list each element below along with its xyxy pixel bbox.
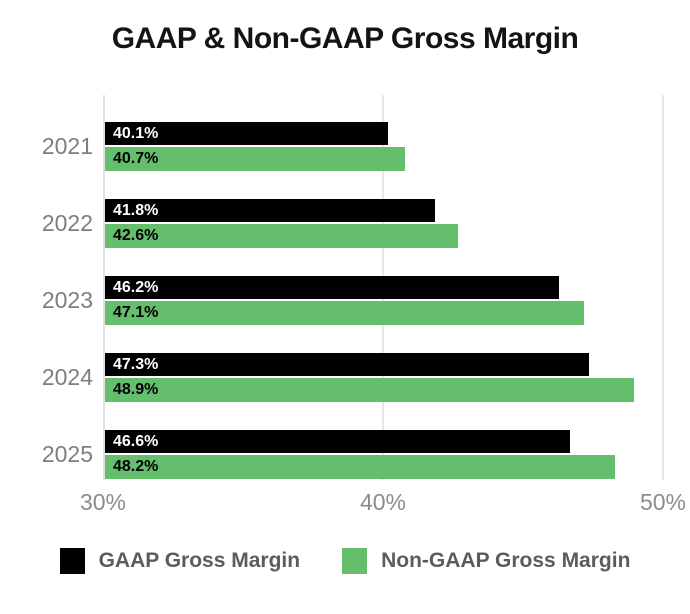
bar-value-label: 40.7% bbox=[113, 150, 159, 167]
legend-label-non-gaap: Non-GAAP Gross Margin bbox=[381, 549, 631, 572]
bar-value-label: 47.3% bbox=[113, 355, 159, 373]
bar-value-label: 48.9% bbox=[113, 381, 159, 398]
bar-2022-non-gaap: 42.6% bbox=[105, 224, 458, 248]
legend-label-gaap: GAAP Gross Margin bbox=[98, 549, 301, 572]
bar-2025-gaap: 46.6% bbox=[105, 430, 570, 453]
year-label-2024: 2024 bbox=[41, 364, 93, 390]
y-axis-line bbox=[103, 95, 105, 480]
non-gaap-swatch-icon bbox=[342, 548, 368, 574]
bar-2025-non-gaap: 48.2% bbox=[105, 455, 615, 479]
bar-value-label: 41.8% bbox=[113, 201, 159, 219]
bar-2023-gaap: 46.2% bbox=[105, 276, 559, 299]
chart-title: GAAP & Non-GAAP Gross Margin bbox=[111, 22, 579, 55]
legend-item-gaap: GAAP Gross Margin bbox=[59, 548, 301, 574]
bar-2021-gaap: 40.1% bbox=[105, 122, 388, 145]
bar-2024-gaap: 47.3% bbox=[105, 353, 590, 376]
x-axis-tick-label: 30% bbox=[79, 489, 127, 515]
bar-2021-non-gaap: 40.7% bbox=[105, 147, 405, 171]
bar-value-label: 47.1% bbox=[113, 304, 159, 321]
bar-value-label: 40.1% bbox=[113, 124, 159, 142]
legend-item-non-gaap: Non-GAAP Gross Margin bbox=[342, 548, 630, 574]
bar-value-label: 46.2% bbox=[113, 278, 159, 296]
x-axis-tick-label: 50% bbox=[639, 489, 687, 515]
legend: GAAP Gross Margin Non-GAAP Gross Margin bbox=[0, 548, 690, 574]
gaap-swatch-icon bbox=[59, 548, 85, 574]
year-label-2022: 2022 bbox=[41, 210, 93, 236]
year-label-2023: 2023 bbox=[41, 287, 93, 313]
bar-2023-non-gaap: 47.1% bbox=[105, 301, 584, 325]
bar-2022-gaap: 41.8% bbox=[105, 199, 436, 222]
bar-value-label: 48.2% bbox=[113, 458, 159, 475]
x-axis-tick-label: 40% bbox=[359, 489, 407, 515]
year-label-2021: 2021 bbox=[41, 133, 93, 159]
plot-area: 2021 40.1% 40.7% 2022 41.8% 42.6% 2023 46.2% 47.… bbox=[42, 95, 664, 480]
bar-value-label: 46.6% bbox=[113, 432, 159, 450]
gridline-50% bbox=[662, 95, 664, 480]
year-label-2025: 2025 bbox=[41, 441, 93, 467]
bar-value-label: 42.6% bbox=[113, 227, 159, 244]
bar-2024-non-gaap: 48.9% bbox=[105, 378, 635, 402]
